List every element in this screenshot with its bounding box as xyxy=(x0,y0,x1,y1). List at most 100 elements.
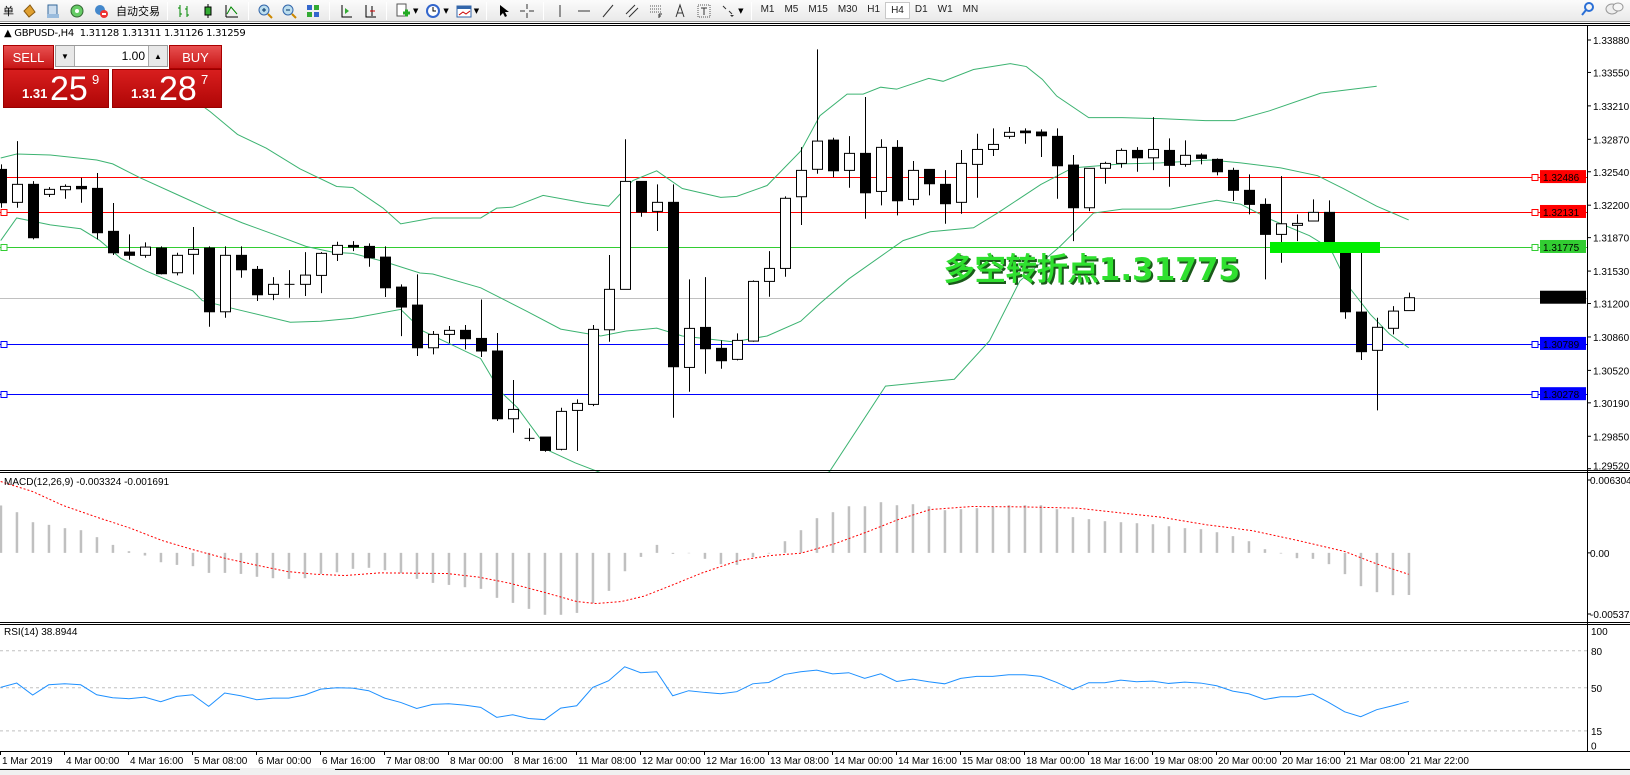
candle[interactable] xyxy=(284,270,295,298)
chart-shift-icon[interactable] xyxy=(336,2,356,20)
candle[interactable] xyxy=(476,299,487,358)
arrows-icon[interactable] xyxy=(718,2,738,20)
horizontal-line-icon[interactable] xyxy=(574,2,594,20)
line-handle[interactable] xyxy=(0,341,8,348)
candle[interactable] xyxy=(780,196,791,277)
lot-decrease-button[interactable]: ▼ xyxy=(56,46,74,66)
line-handle[interactable] xyxy=(1531,209,1539,216)
line-handle[interactable] xyxy=(1531,391,1539,398)
candle[interactable] xyxy=(620,139,631,290)
buy-button[interactable]: BUY xyxy=(169,45,222,69)
timeframe-m15[interactable]: M15 xyxy=(808,4,828,15)
candle[interactable] xyxy=(892,140,903,216)
signal-icon[interactable] xyxy=(67,2,87,20)
timeframe-mn[interactable]: MN xyxy=(962,4,979,15)
candle[interactable] xyxy=(588,325,599,407)
fibonacci-icon[interactable] xyxy=(646,2,666,20)
candle[interactable] xyxy=(1260,198,1271,280)
candle[interactable] xyxy=(556,407,567,451)
timeframe-h4[interactable]: H4 xyxy=(885,2,910,19)
candle[interactable] xyxy=(508,380,519,433)
line-handle[interactable] xyxy=(1531,174,1539,181)
new-order-button[interactable]: 单 xyxy=(3,4,14,18)
candle[interactable] xyxy=(108,203,119,256)
market-watch-icon[interactable] xyxy=(19,2,39,20)
candlestick-icon[interactable] xyxy=(198,2,218,20)
line-handle[interactable] xyxy=(1531,244,1539,251)
candle[interactable] xyxy=(812,49,823,174)
candle[interactable] xyxy=(364,243,375,267)
candle[interactable] xyxy=(76,177,87,203)
sell-button[interactable]: SELL xyxy=(3,45,54,69)
chart-tabs-strip[interactable] xyxy=(0,768,1630,775)
sell-price-button[interactable]: 1.31 25 9 xyxy=(3,69,109,108)
candle[interactable] xyxy=(1132,147,1143,172)
candle[interactable] xyxy=(412,274,423,357)
candle[interactable] xyxy=(268,277,279,301)
candle[interactable] xyxy=(252,266,263,302)
candle[interactable] xyxy=(1084,167,1095,212)
candle[interactable] xyxy=(1052,128,1063,199)
candle[interactable] xyxy=(1292,214,1303,242)
candle[interactable] xyxy=(908,161,919,206)
line-handle[interactable] xyxy=(0,391,8,398)
candle[interactable] xyxy=(684,279,695,392)
equidistant-channel-icon[interactable] xyxy=(622,2,642,20)
candle[interactable] xyxy=(1356,252,1367,361)
candle[interactable] xyxy=(1020,128,1031,144)
candle[interactable] xyxy=(940,170,951,224)
candle[interactable] xyxy=(332,241,343,262)
candle[interactable] xyxy=(1164,138,1175,187)
timeframe-w1[interactable]: W1 xyxy=(937,4,953,15)
candle[interactable] xyxy=(236,246,247,278)
candle[interactable] xyxy=(540,436,551,452)
line-chart-icon[interactable] xyxy=(222,2,242,20)
candle[interactable] xyxy=(876,139,887,206)
candle[interactable] xyxy=(636,180,647,217)
candle[interactable] xyxy=(204,246,215,327)
candle[interactable] xyxy=(828,137,839,178)
candle[interactable] xyxy=(172,252,183,276)
candle[interactable] xyxy=(1244,174,1255,215)
candle[interactable] xyxy=(1212,158,1223,176)
candle[interactable] xyxy=(1324,200,1335,244)
candle[interactable] xyxy=(44,187,55,198)
candle[interactable] xyxy=(732,333,743,361)
chevron-down-icon[interactable]: ▼ xyxy=(413,6,419,15)
candle[interactable] xyxy=(1196,153,1207,165)
candle[interactable] xyxy=(1228,167,1239,202)
timeframe-m1[interactable]: M1 xyxy=(760,4,775,15)
candle[interactable] xyxy=(1388,306,1399,335)
candle[interactable] xyxy=(764,251,775,297)
lot-size-input[interactable] xyxy=(74,46,149,66)
candle[interactable] xyxy=(428,331,439,355)
price-pane[interactable] xyxy=(0,49,1587,495)
candle[interactable] xyxy=(524,428,535,442)
candle[interactable] xyxy=(956,150,967,214)
candle[interactable] xyxy=(700,277,711,374)
buy-price-button[interactable]: 1.31 28 7 xyxy=(112,69,222,108)
candle[interactable] xyxy=(924,168,935,196)
chevron-down-icon[interactable]: ▼ xyxy=(473,6,480,15)
candle[interactable] xyxy=(316,252,327,294)
candle[interactable] xyxy=(572,399,583,452)
candle[interactable] xyxy=(1100,161,1111,184)
zoom-in-icon[interactable] xyxy=(255,2,275,20)
lot-increase-button[interactable]: ▲ xyxy=(149,46,167,66)
candle[interactable] xyxy=(140,242,151,258)
candle[interactable] xyxy=(604,255,615,342)
bar-chart-icon[interactable] xyxy=(174,2,194,20)
candle[interactable] xyxy=(92,173,103,240)
candle[interactable] xyxy=(1036,129,1047,158)
candle[interactable] xyxy=(0,164,7,208)
candle[interactable] xyxy=(716,340,727,369)
candle[interactable] xyxy=(988,128,999,157)
candle[interactable] xyxy=(1004,127,1015,139)
chat-icon[interactable] xyxy=(1604,1,1624,20)
candle[interactable] xyxy=(492,333,503,422)
search-icon[interactable] xyxy=(1580,1,1596,20)
candle[interactable] xyxy=(844,136,855,188)
candle[interactable] xyxy=(396,284,407,337)
candle[interactable] xyxy=(1148,117,1159,171)
chevron-down-icon[interactable]: ▼ xyxy=(443,6,449,15)
